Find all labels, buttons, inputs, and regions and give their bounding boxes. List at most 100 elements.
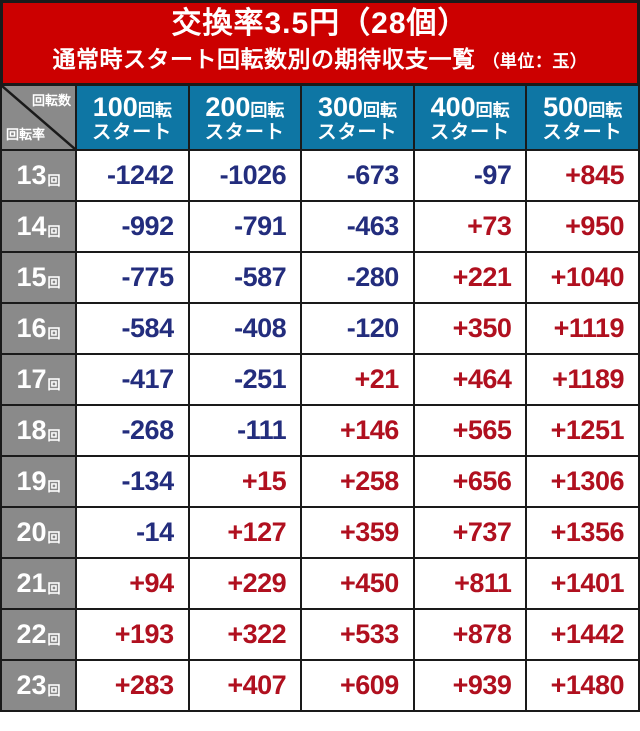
row-label-18: 18 回 [2, 406, 75, 455]
column-header-start: スタート [317, 121, 398, 143]
subtitle-main: 通常時スタート回転数別の期待収支一覧 [52, 46, 476, 72]
row-label-kai: 回 [47, 581, 61, 596]
cell-17-100start: -417 [77, 355, 188, 404]
cell-14-300start: -463 [302, 202, 413, 251]
column-header-number: 300 [317, 91, 364, 122]
cell-16-300start: -120 [302, 304, 413, 353]
cell-15-400start: +221 [414, 253, 526, 302]
cell-13-300start: -673 [302, 151, 413, 200]
column-header-100-start: 100 回転 スタート [77, 86, 188, 149]
cell-14-100start: -992 [77, 202, 188, 251]
page-subtitle: 通常時スタート回転数別の期待収支一覧 （単位：玉） [3, 42, 637, 79]
row-label-16: 16 回 [2, 304, 75, 353]
column-header-number: 500 [543, 91, 589, 122]
cell-17-500start: +1189 [527, 355, 638, 404]
cell-18-500start: +1251 [527, 406, 638, 455]
page-title: 交換率3.5円（28個） [171, 7, 469, 40]
cell-17-400start: +464 [414, 355, 526, 404]
cell-19-200start: +15 [189, 457, 301, 506]
column-header-line1: 300 回転 [318, 92, 397, 122]
cell-16-400start: +350 [414, 304, 526, 353]
cell-22-300start: +533 [302, 610, 413, 659]
cell-22-500start: +1442 [527, 610, 638, 659]
cell-21-500start: +1401 [527, 559, 638, 608]
cell-23-300start: +609 [302, 661, 413, 710]
column-header-line1: 200 回転 [205, 92, 284, 122]
cell-16-200start: -408 [189, 304, 301, 353]
row-label-kai: 回 [47, 224, 61, 239]
title-band: 交換率3.5円（28個） 通常時スタート回転数別の期待収支一覧 （単位：玉） [0, 0, 640, 86]
row-label-13: 13 回 [2, 151, 75, 200]
row-label-number: 13 [16, 160, 47, 190]
column-header-line1: 400 回転 [431, 92, 510, 122]
cell-14-400start: +73 [414, 202, 526, 251]
row-label-number: 16 [16, 313, 47, 343]
row-label-kai: 回 [47, 479, 61, 494]
column-header-line1: 100 回転 [93, 92, 172, 122]
row-label-kai: 回 [47, 632, 61, 647]
corner-label-rotation-count: 回転数 [31, 93, 71, 108]
column-header-200-start: 200 回転 スタート [189, 86, 301, 149]
payout-table: 回転数 回転率 100 回転 スタート 200 回転 スタート 300 回転 スタート 400 回転… [0, 86, 640, 712]
row-label-20: 20 回 [2, 508, 75, 557]
row-label-15: 15 回 [2, 253, 75, 302]
column-header-start: スタート [204, 121, 285, 143]
row-label-19: 19 回 [2, 457, 75, 506]
column-header-number: 100 [92, 91, 138, 122]
cell-20-500start: +1356 [527, 508, 638, 557]
row-label-number: 21 [16, 568, 47, 598]
row-label-kai: 回 [47, 326, 61, 341]
cell-20-200start: +127 [189, 508, 301, 557]
column-header-kaiten: 回転 [363, 100, 398, 120]
subtitle-unit: （単位：玉） [482, 52, 588, 71]
column-header-500-start: 500 回転 スタート [527, 86, 638, 149]
cell-18-400start: +565 [414, 406, 526, 455]
column-header-300-start: 300 回転 スタート [302, 86, 413, 149]
cell-21-300start: +450 [302, 559, 413, 608]
row-label-number: 14 [16, 211, 47, 241]
row-label-kai: 回 [47, 683, 61, 698]
row-label-number: 18 [16, 415, 47, 445]
cell-21-100start: +94 [77, 559, 188, 608]
cell-15-300start: -280 [302, 253, 413, 302]
cell-15-200start: -587 [189, 253, 301, 302]
corner-label-rotation-rate: 回転率 [6, 127, 46, 142]
cell-23-500start: +1480 [527, 661, 638, 710]
cell-13-100start: -1242 [77, 151, 188, 200]
row-label-kai: 回 [47, 377, 61, 392]
row-label-number: 15 [16, 262, 47, 292]
cell-15-100start: -775 [77, 253, 188, 302]
cell-20-100start: -14 [77, 508, 188, 557]
column-header-kaiten: 回転 [475, 100, 510, 120]
column-header-number: 200 [205, 91, 251, 122]
row-label-kai: 回 [47, 173, 61, 188]
column-header-number: 400 [430, 91, 476, 122]
cell-23-400start: +939 [414, 661, 526, 710]
column-header-start: スタート [430, 121, 511, 143]
cell-22-200start: +322 [189, 610, 301, 659]
cell-23-100start: +283 [77, 661, 188, 710]
column-header-kaiten: 回転 [137, 100, 172, 120]
row-label-number: 17 [16, 364, 47, 394]
row-label-21: 21 回 [2, 559, 75, 608]
cell-16-500start: +1119 [527, 304, 638, 353]
row-label-number: 22 [16, 619, 47, 649]
cell-17-300start: +21 [302, 355, 413, 404]
cell-18-300start: +146 [302, 406, 413, 455]
cell-20-300start: +359 [302, 508, 413, 557]
cell-21-400start: +811 [414, 559, 526, 608]
cell-14-500start: +950 [527, 202, 638, 251]
row-label-14: 14 回 [2, 202, 75, 251]
cell-16-100start: -584 [77, 304, 188, 353]
column-header-line1: 500 回転 [543, 92, 622, 122]
cell-19-500start: +1306 [527, 457, 638, 506]
cell-13-400start: -97 [414, 151, 526, 200]
cell-13-500start: +845 [527, 151, 638, 200]
row-label-number: 19 [16, 466, 47, 496]
cell-17-200start: -251 [189, 355, 301, 404]
cell-19-400start: +656 [414, 457, 526, 506]
cell-18-100start: -268 [77, 406, 188, 455]
cell-23-200start: +407 [189, 661, 301, 710]
row-label-23: 23 回 [2, 661, 75, 710]
